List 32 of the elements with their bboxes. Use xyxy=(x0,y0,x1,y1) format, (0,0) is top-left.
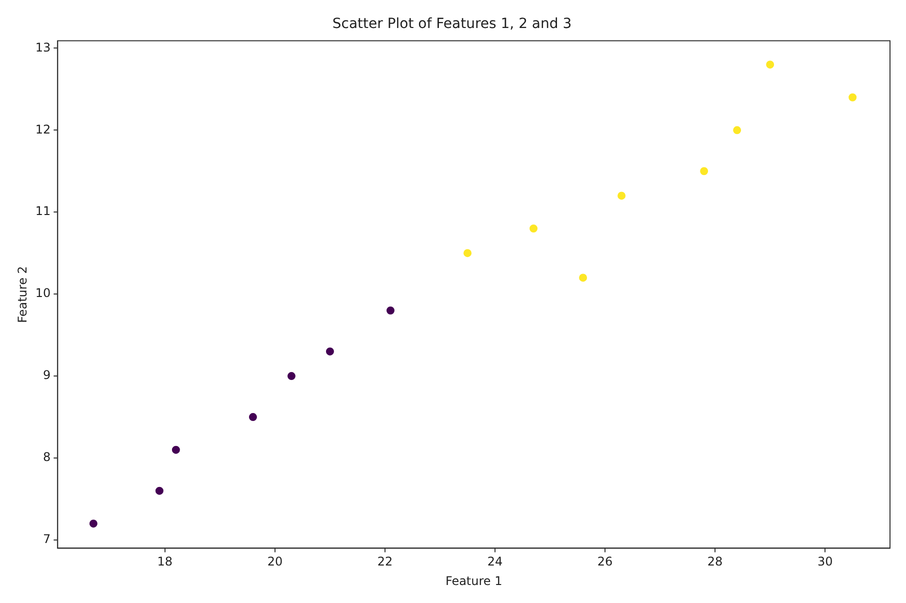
x-axis-title: Feature 1 xyxy=(445,574,502,588)
chart-title: Scatter Plot of Features 1, 2 and 3 xyxy=(332,16,572,32)
point xyxy=(733,126,742,134)
x-tick-label: 22 xyxy=(377,554,393,569)
point xyxy=(579,274,588,282)
y-tick-label: 7 xyxy=(43,532,51,546)
x-tick-label: 20 xyxy=(267,554,283,569)
x-tick-label: 26 xyxy=(597,554,613,569)
point xyxy=(248,413,257,422)
point xyxy=(618,192,626,200)
y-tick-label: 10 xyxy=(35,286,51,300)
x-tick-label: 24 xyxy=(487,554,503,569)
point xyxy=(386,306,394,314)
y-tick-label: 8 xyxy=(43,450,51,464)
y-tick-label: 9 xyxy=(43,368,51,382)
point xyxy=(766,60,774,69)
x-tick-label: 30 xyxy=(817,554,833,569)
point xyxy=(172,446,180,454)
point xyxy=(287,372,296,380)
point xyxy=(155,486,164,495)
y-tick-label: 12 xyxy=(35,122,51,136)
y-axis-title: Feature 2 xyxy=(15,266,30,323)
point xyxy=(326,347,334,356)
point xyxy=(464,249,472,258)
point xyxy=(700,167,708,176)
x-tick-label: 18 xyxy=(157,554,173,569)
point xyxy=(530,224,538,233)
point xyxy=(89,520,98,528)
x-tick-label: 28 xyxy=(707,554,723,569)
y-tick-label: 13 xyxy=(35,40,51,54)
point xyxy=(848,93,857,102)
y-tick-label: 11 xyxy=(35,204,51,218)
